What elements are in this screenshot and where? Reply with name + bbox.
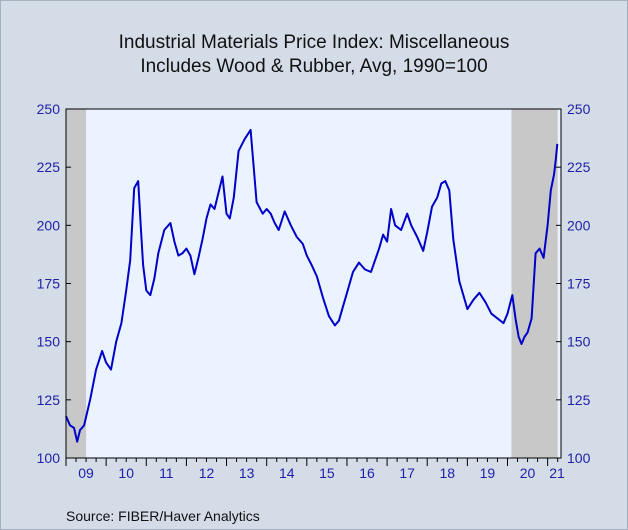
x-tick-label-20: 20 bbox=[520, 465, 536, 481]
source-note: Source: FIBER/Haver Analytics bbox=[66, 508, 260, 524]
y-tick-label-left-125: 125 bbox=[37, 392, 61, 408]
y-tick-label-left-250: 250 bbox=[37, 101, 61, 117]
x-tick-label-11: 11 bbox=[159, 465, 174, 481]
plot-area bbox=[66, 109, 561, 458]
chart-title: Industrial Materials Price Index: Miscel… bbox=[118, 32, 510, 53]
y-tick-label-left-225: 225 bbox=[37, 159, 61, 175]
y-tick-label-right-150: 150 bbox=[567, 334, 591, 350]
y-tick-label-right-125: 125 bbox=[567, 392, 591, 408]
x-tick-label-16: 16 bbox=[359, 465, 375, 481]
y-tick-label-right-250: 250 bbox=[567, 101, 591, 117]
x-tick-label-10: 10 bbox=[118, 465, 134, 481]
y-tick-label-left-100: 100 bbox=[37, 450, 61, 466]
x-tick-label-09: 09 bbox=[78, 465, 94, 481]
y-tick-label-right-200: 200 bbox=[567, 217, 591, 233]
y-tick-label-right-100: 100 bbox=[567, 450, 591, 466]
x-tick-label-18: 18 bbox=[440, 465, 456, 481]
y-tick-label-left-200: 200 bbox=[37, 217, 61, 233]
x-tick-label-19: 19 bbox=[480, 465, 496, 481]
x-tick-label-13: 13 bbox=[239, 465, 255, 481]
y-tick-label-right-225: 225 bbox=[567, 159, 591, 175]
x-tick-label-15: 15 bbox=[319, 465, 335, 481]
y-tick-label-right-175: 175 bbox=[567, 276, 591, 292]
y-tick-label-left-150: 150 bbox=[37, 334, 61, 350]
x-tick-label-17: 17 bbox=[399, 465, 415, 481]
y-tick-label-left-175: 175 bbox=[37, 276, 61, 292]
recession-band-0 bbox=[66, 109, 87, 458]
chart-subtitle: Includes Wood & Rubber, Avg, 1990=100 bbox=[140, 56, 488, 77]
x-tick-label-21: 21 bbox=[549, 465, 565, 481]
x-tick-label-12: 12 bbox=[199, 465, 215, 481]
series-line-0 bbox=[65, 128, 559, 443]
x-tick-label-14: 14 bbox=[279, 465, 295, 481]
